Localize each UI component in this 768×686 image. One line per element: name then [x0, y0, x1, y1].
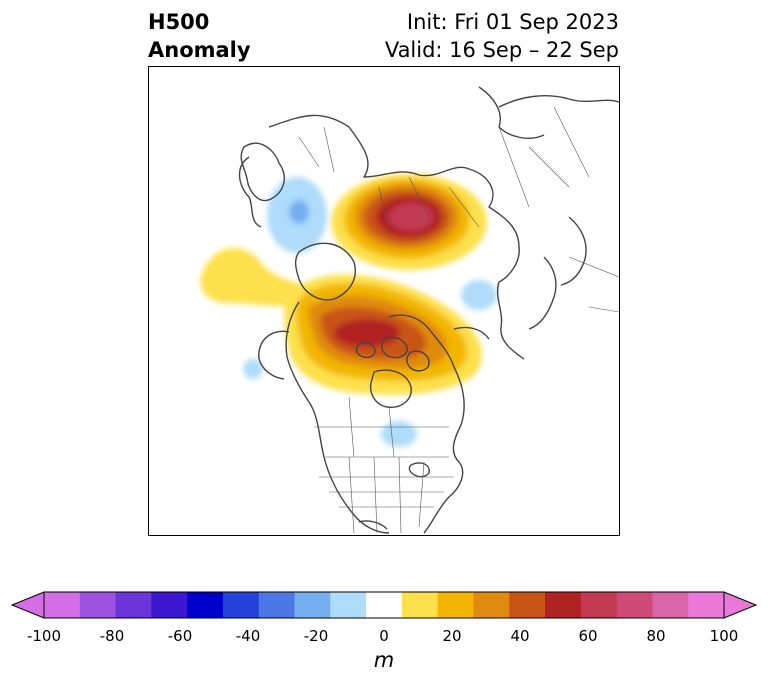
- colorbar-under-extension: [10, 591, 45, 619]
- colorbar-segment: [688, 592, 725, 618]
- colorbar-segment: [44, 592, 81, 618]
- map-title-left: H500 Anomaly: [148, 8, 251, 64]
- colorbar-outline: [43, 591, 725, 619]
- colorbar-unit-label: m: [373, 648, 395, 672]
- colorbar-segment: [294, 592, 331, 618]
- colorbar-segment: [545, 592, 582, 618]
- colorbar-segment: [115, 592, 152, 618]
- coastlines: [238, 86, 619, 534]
- colorbar-tick-label: -100: [26, 627, 62, 645]
- negative-anomaly-central-asia: [267, 177, 327, 253]
- anomaly-map: [148, 66, 620, 536]
- colorbar-segment: [473, 592, 510, 618]
- positive-anomaly-siberia: [331, 174, 487, 270]
- colorbar-tick-label: 40: [510, 627, 530, 645]
- colorbar-over-extension: [723, 591, 758, 619]
- title-field: Anomaly: [148, 38, 251, 62]
- colorbar-tick-label: -80: [99, 627, 125, 645]
- negative-anomaly-pacific: [243, 359, 263, 379]
- colorbar-segment: [366, 592, 403, 618]
- colorbar-tick-label: -60: [167, 627, 193, 645]
- colorbar-segment: [509, 592, 546, 618]
- colorbar-tick-label: 0: [379, 627, 389, 645]
- colorbar-segment: [79, 592, 117, 618]
- map-title-right: Init: Fri 01 Sep 2023 Valid: 16 Sep – 22…: [385, 8, 619, 64]
- title-valid-range: Valid: 16 Sep – 22 Sep: [384, 38, 619, 62]
- colorbar: [10, 591, 758, 619]
- colorbar-segment: [151, 592, 188, 618]
- positive-anomaly-north-pacific: [200, 248, 309, 307]
- colorbar-segment: [187, 592, 224, 618]
- colorbar-segment: [222, 592, 260, 618]
- negative-anomaly-kamchatka: [461, 280, 497, 310]
- anomaly-fill-layer: [200, 174, 497, 447]
- colorbar-segment: [580, 592, 618, 618]
- colorbar-tick-labels: -100 -80 -60 -40 -20 0 20 40 60 80 100: [0, 627, 768, 647]
- colorbar-tick-label: 80: [646, 627, 666, 645]
- colorbar-segment: [258, 592, 296, 618]
- colorbar-segments: [44, 592, 725, 618]
- political-borders: [298, 106, 619, 534]
- colorbar-segment: [616, 592, 653, 618]
- colorbar-tick-label: -20: [303, 627, 329, 645]
- colorbar-tick-label: 20: [442, 627, 462, 645]
- colorbar-segment: [652, 592, 689, 618]
- colorbar-segment: [401, 592, 439, 618]
- title-variable: H500: [148, 10, 210, 34]
- map-canvas: [200, 86, 619, 534]
- negative-anomaly-great-lakes: [381, 421, 417, 447]
- title-init-date: Init: Fri 01 Sep 2023: [406, 10, 619, 34]
- colorbar-tick-label: -40: [235, 627, 261, 645]
- colorbar-segment: [437, 592, 474, 618]
- positive-anomaly-canada: [284, 274, 482, 395]
- colorbar-tick-label: 60: [578, 627, 598, 645]
- colorbar-tick-label: 100: [709, 627, 739, 645]
- colorbar-segment: [330, 592, 367, 618]
